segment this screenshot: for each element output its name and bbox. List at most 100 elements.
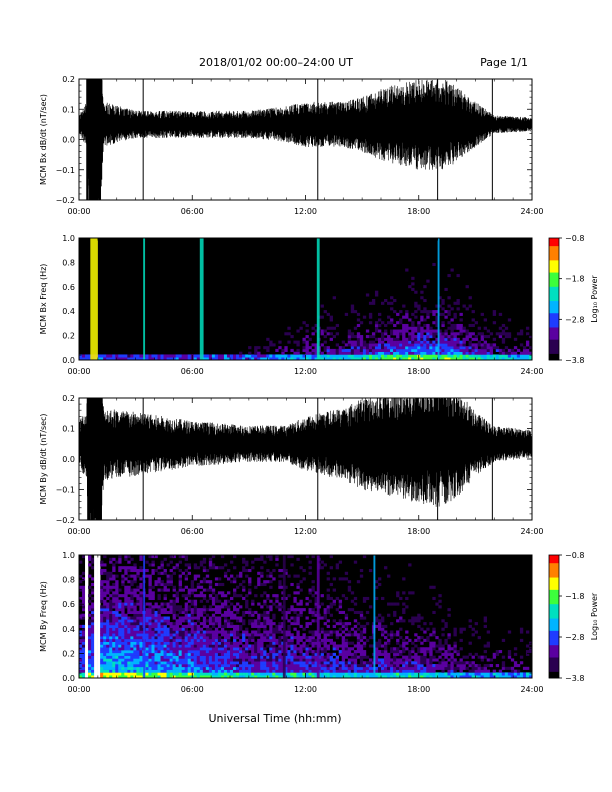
spectrogram-cell <box>332 669 336 673</box>
spectrogram-cell <box>308 672 312 676</box>
spectrogram-cell <box>199 636 204 640</box>
spectrogram-cell <box>245 605 249 609</box>
spectrogram-cell <box>230 675 234 678</box>
spectrogram-cell <box>359 638 364 642</box>
spectrogram-cell <box>121 582 125 587</box>
spectrogram-cell <box>236 627 240 631</box>
spectrogram-cell <box>145 568 149 573</box>
spectrogram-cell <box>459 323 463 328</box>
spectrogram-cell <box>368 301 373 305</box>
spectrogram-cell <box>275 675 279 678</box>
spectrogram-cell <box>118 560 122 564</box>
spectrogram-cell <box>245 594 249 598</box>
spectrogram-cell <box>420 346 424 350</box>
spectrogram-cell <box>362 616 367 620</box>
spectrogram-cell <box>157 641 161 645</box>
spectrogram-cell <box>211 669 216 673</box>
spectrogram-cell <box>320 616 324 620</box>
spectrogram-cell <box>190 638 195 642</box>
spectrogram-cell <box>374 669 379 673</box>
spectrogram-cell <box>272 641 276 645</box>
spectrogram-cell <box>314 655 318 659</box>
spectrogram-cell <box>498 335 503 339</box>
spectrogram-cell <box>486 351 491 355</box>
spectrogram-cell <box>220 661 225 665</box>
spectrogram-cell <box>275 596 279 601</box>
spectrogram-cell <box>296 636 300 640</box>
spectrogram-cell <box>193 644 198 648</box>
spectrogram-cell <box>483 664 487 668</box>
spectrogram-cell <box>432 351 436 355</box>
spectrogram-cell <box>456 664 460 668</box>
spectrogram-cell <box>178 666 182 670</box>
spectrogram-cell <box>320 354 324 358</box>
spectrogram-cell <box>269 650 273 654</box>
spectrogram-cell <box>299 580 303 584</box>
spectrogram-cell <box>275 666 279 670</box>
spectrogram-cell <box>157 666 161 670</box>
spectrogram-cell <box>254 354 258 358</box>
spectrogram-cell <box>175 630 179 634</box>
spectrogram-cell <box>344 348 349 352</box>
spectrogram-cell <box>390 329 394 333</box>
spectrogram-cell <box>236 585 240 589</box>
spectrogram-cell <box>411 354 415 358</box>
spectrogram-cell <box>233 633 237 637</box>
spectrogram-cell <box>139 650 143 654</box>
spectrogram-cell <box>474 335 478 339</box>
spectrogram-cell <box>202 630 207 634</box>
spectrogram-cell <box>109 560 113 564</box>
spectrogram-cell <box>193 666 198 670</box>
spectrogram-cell <box>387 301 391 305</box>
spectrogram-cell <box>266 664 270 668</box>
spectrogram-cell <box>172 602 176 606</box>
spectrogram-cell <box>242 652 246 656</box>
spectrogram-cell <box>169 672 173 676</box>
spectrogram-cell <box>456 340 460 344</box>
spectrogram-cell <box>157 664 161 668</box>
spectrogram-cell <box>223 641 228 645</box>
spectrogram-cell <box>429 346 433 350</box>
spectrogram-cell <box>196 644 201 648</box>
spectrogram-cell <box>136 666 140 670</box>
spectrogram-cell <box>323 616 327 620</box>
spectrogram-cell <box>314 346 318 350</box>
spectrogram-cell <box>359 636 364 640</box>
spectrogram-cell <box>290 658 294 662</box>
spectrogram-cell <box>477 343 481 347</box>
spectrogram-cell <box>381 337 385 341</box>
spectrogram-cell <box>474 346 478 350</box>
spectrogram-cell <box>513 357 518 360</box>
spectrogram-cell <box>477 669 481 673</box>
spectrogram-cell <box>193 563 198 567</box>
spectrogram-cell <box>320 641 324 645</box>
spectrogram-cell <box>332 619 336 623</box>
spectrogram-cell <box>112 661 116 665</box>
spectrogram-cell <box>220 627 225 631</box>
spectrogram-cell <box>118 666 122 670</box>
spectrogram-cell <box>157 580 161 584</box>
spectrogram-cell <box>284 568 288 573</box>
spectrogram-cell <box>353 650 358 654</box>
spectrogram-cell <box>199 647 204 651</box>
spectrogram-cell <box>88 354 92 358</box>
spectrogram-cell <box>178 655 182 659</box>
spectrogram-cell <box>411 276 415 280</box>
spectrogram-cell <box>233 655 237 659</box>
spectrogram-cell <box>199 658 204 662</box>
spectrogram-cell <box>103 666 107 670</box>
spectrogram-cell <box>103 585 107 589</box>
spectrogram-cell <box>109 627 113 631</box>
spectrogram-cell <box>127 661 131 665</box>
spectrogram-cell <box>208 608 213 612</box>
spectrogram-cell <box>471 661 475 665</box>
spectrogram-cell <box>257 661 261 665</box>
spectrogram-cell <box>130 596 134 601</box>
spectrogram-cell <box>269 557 273 561</box>
spectrogram-cell <box>82 555 86 559</box>
spectrogram-cell <box>263 675 267 678</box>
colorbar-step <box>549 675 559 679</box>
spectrogram-cell <box>230 616 234 620</box>
spectrogram-cell <box>356 647 361 651</box>
spectrogram-cell <box>480 343 484 347</box>
